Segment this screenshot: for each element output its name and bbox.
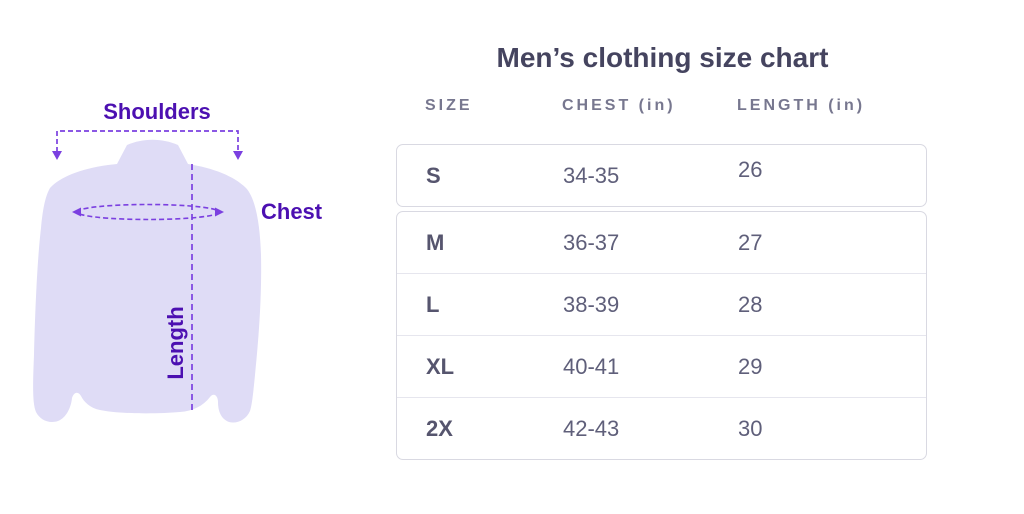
chest-cell: 40-41 — [563, 353, 620, 379]
table-row: S 34-35 26 — [397, 145, 926, 206]
size-cell: S — [426, 162, 441, 188]
table-row: XL 40-41 29 — [397, 335, 926, 397]
length-cell: 28 — [738, 291, 763, 317]
table-row: M 36-37 27 — [397, 212, 926, 273]
shoulder-arrow-right-icon — [233, 151, 243, 160]
chest-cell: 38-39 — [563, 291, 620, 317]
table-rows-group-box: M 36-37 27 L 38-39 28 XL 40-41 29 2X 42-… — [396, 211, 927, 460]
page-title: Men’s clothing size chart — [496, 42, 829, 73]
chest-cell: 34-35 — [563, 162, 620, 188]
length-cell: 27 — [738, 229, 763, 255]
size-cell: L — [426, 291, 440, 317]
table-row: L 38-39 28 — [397, 273, 926, 335]
chest-arrow-right-icon — [215, 207, 224, 217]
chest-arrow-left-icon — [72, 207, 81, 217]
shoulder-arrow-left-icon — [52, 151, 62, 160]
length-cell: 30 — [738, 415, 763, 441]
size-cell: 2X — [426, 415, 453, 441]
length-label: Length — [163, 306, 188, 380]
shirt-silhouette-icon — [33, 139, 262, 423]
chest-cell: 36-37 — [563, 229, 620, 255]
column-header-size: SIZE — [425, 97, 473, 114]
size-cell: XL — [426, 353, 455, 379]
chest-cell: 42-43 — [563, 415, 620, 441]
table-row-s-box: S 34-35 26 — [396, 144, 927, 207]
length-cell: 29 — [738, 353, 763, 379]
column-header-chest: CHEST (in) — [562, 97, 676, 114]
column-header-length: LENGTH (in) — [737, 97, 866, 114]
length-cell: 26 — [738, 156, 763, 182]
shoulders-label: Shoulders — [103, 99, 211, 124]
table-row: 2X 42-43 30 — [397, 397, 926, 459]
table-header-row: SIZE CHEST (in) LENGTH (in) — [396, 97, 929, 115]
chest-label: Chest — [261, 199, 323, 224]
shoulders-measure-line — [56, 130, 239, 152]
size-cell: M — [426, 229, 445, 255]
